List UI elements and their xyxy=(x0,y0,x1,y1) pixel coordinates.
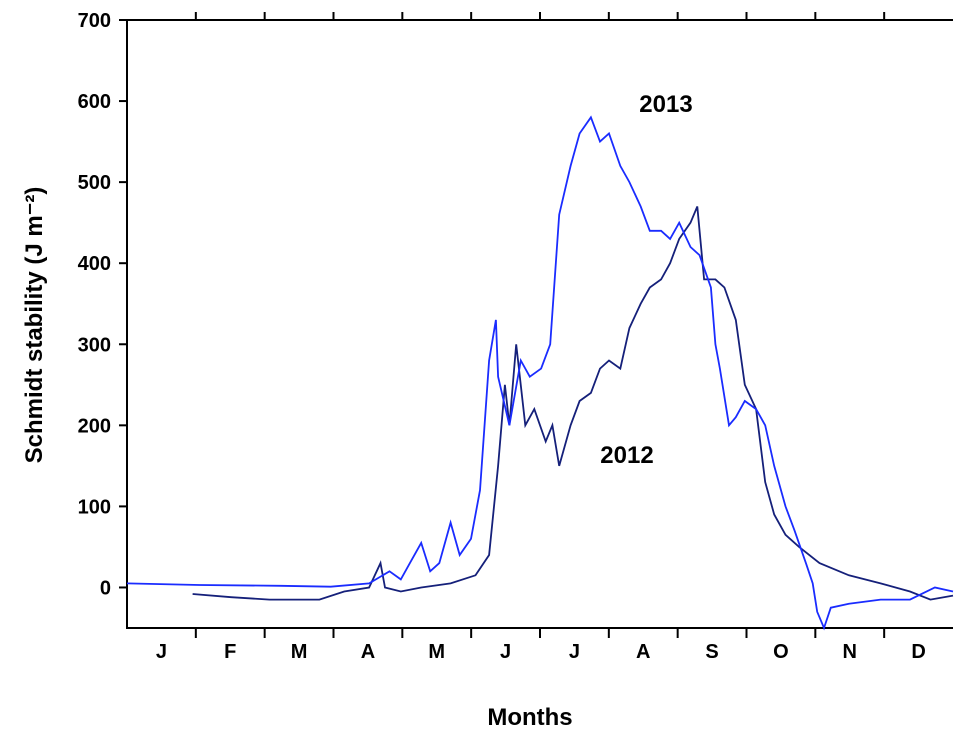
y-tick-label: 600 xyxy=(78,91,111,113)
y-tick-label: 500 xyxy=(78,172,111,194)
y-tick-label: 0 xyxy=(100,577,111,599)
series-line xyxy=(126,115,954,631)
x-tick-label: M xyxy=(428,641,445,663)
x-tick-label: M xyxy=(291,641,308,663)
series-annotation: 2012 xyxy=(600,442,653,469)
x-tick-label: J xyxy=(156,641,167,663)
x-tick-label: S xyxy=(705,641,718,663)
x-tick-label: A xyxy=(361,641,375,663)
y-tick-label: 100 xyxy=(78,496,111,518)
x-tick-label: J xyxy=(569,641,580,663)
y-tick-label: 300 xyxy=(78,334,111,356)
x-tick-label: N xyxy=(843,641,857,663)
y-tick-label: 200 xyxy=(78,415,111,437)
series-annotation: 2013 xyxy=(639,91,692,118)
x-tick-label: F xyxy=(224,641,236,663)
x-tick-label: O xyxy=(773,641,789,663)
y-axis-label: Schmidt stability (J m⁻²) xyxy=(21,187,48,464)
y-tick-label: 700 xyxy=(78,10,111,32)
y-tick-label: 400 xyxy=(78,253,111,275)
x-tick-label: J xyxy=(500,641,511,663)
x-axis-label: Months xyxy=(487,704,572,731)
x-tick-label: A xyxy=(636,641,650,663)
series-line xyxy=(192,206,954,601)
x-tick-label: D xyxy=(911,641,925,663)
